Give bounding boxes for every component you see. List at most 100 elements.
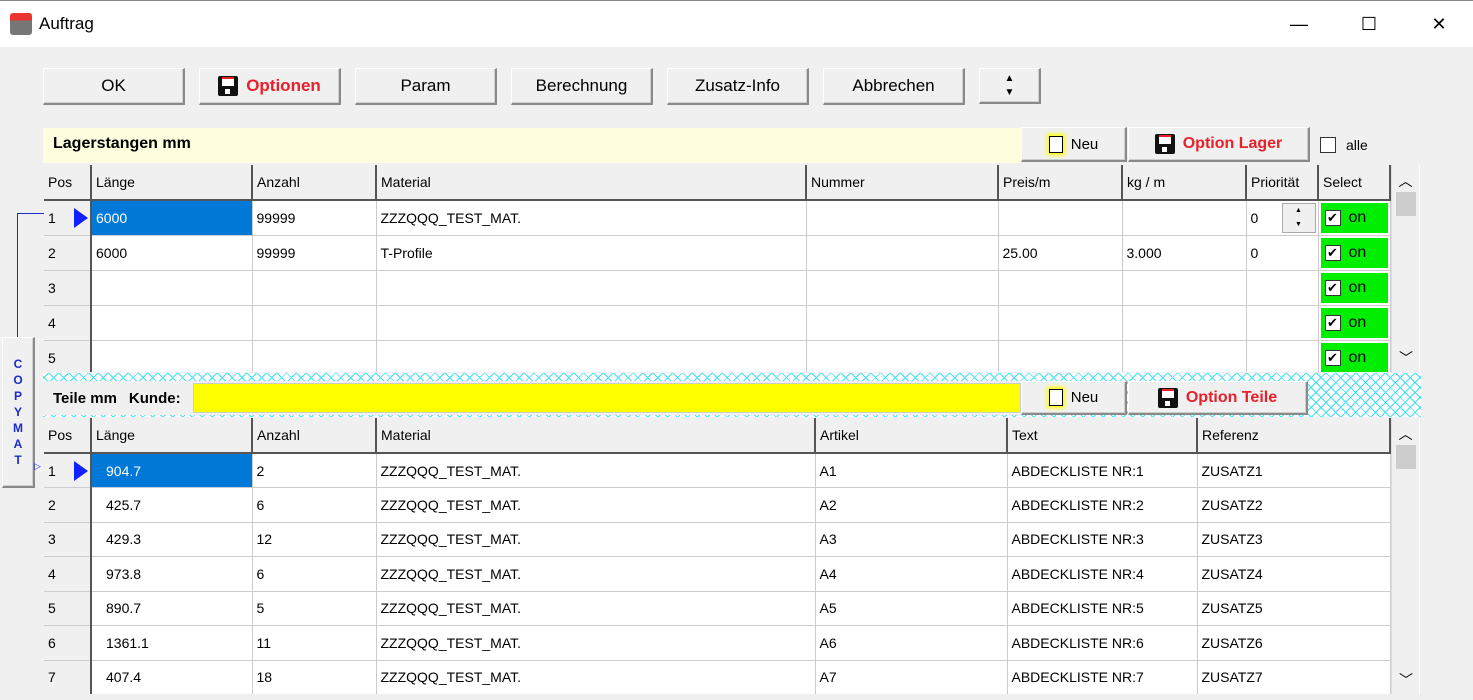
table-cell[interactable] bbox=[252, 270, 377, 306]
table-cell[interactable]: 904.7 bbox=[91, 453, 253, 488]
table-row[interactable]: 7 407.4 18 ZZZQQQ_TEST_MAT. A7 ABDECKLISTE NR… bbox=[44, 660, 1391, 694]
table-cell[interactable] bbox=[1122, 340, 1247, 372]
teile-neu-button[interactable]: Neu bbox=[1021, 381, 1127, 415]
select-checkbox[interactable]: ✔ bbox=[1324, 280, 1341, 296]
table-cell[interactable] bbox=[376, 305, 807, 341]
table-cell[interactable]: ABDECKLISTE NR:6 bbox=[1007, 625, 1198, 661]
table-cell[interactable] bbox=[91, 305, 253, 341]
table-cell[interactable]: ABDECKLISTE NR:3 bbox=[1007, 522, 1198, 557]
column-header[interactable]: Referenz bbox=[1197, 418, 1391, 454]
column-header[interactable]: Pos bbox=[44, 418, 92, 454]
zusatz-info-button[interactable]: Zusatz-Info bbox=[667, 68, 809, 105]
select-checkbox[interactable]: ✔ bbox=[1324, 245, 1341, 261]
table-row[interactable]: 1 904.7 2 ZZZQQQ_TEST_MAT. A1 ABDECKLISTE NR:… bbox=[44, 453, 1391, 488]
select-toggle[interactable]: ✔ on bbox=[1320, 238, 1388, 268]
table-cell[interactable]: ZZZQQQ_TEST_MAT. bbox=[376, 453, 816, 488]
table-cell[interactable]: A4 bbox=[815, 556, 1008, 592]
scroll-up-icon[interactable]: ︿ bbox=[1398, 426, 1413, 442]
table-cell[interactable]: ZUSATZ7 bbox=[1197, 660, 1391, 694]
table-cell[interactable] bbox=[998, 200, 1123, 236]
table-cell[interactable]: 2 bbox=[252, 453, 377, 488]
column-header[interactable]: Material bbox=[376, 165, 807, 201]
column-header[interactable]: Länge bbox=[91, 165, 253, 201]
optionen-button[interactable]: Optionen bbox=[199, 68, 341, 105]
table-cell[interactable]: ZUSATZ3 bbox=[1197, 522, 1391, 557]
scroll-thumb[interactable] bbox=[1396, 192, 1416, 216]
table-cell[interactable]: 99999 bbox=[252, 235, 377, 271]
scroll-thumb[interactable] bbox=[1396, 445, 1416, 469]
table-cell[interactable]: A6 bbox=[815, 625, 1008, 661]
table-row[interactable]: 2 425.7 6 ZZZQQQ_TEST_MAT. A2 ABDECKLISTE NR:… bbox=[44, 487, 1391, 523]
table-cell[interactable]: 6 bbox=[252, 487, 377, 523]
table-cell[interactable] bbox=[91, 340, 253, 372]
table-cell[interactable]: ZZZQQQ_TEST_MAT. bbox=[376, 556, 816, 592]
table-cell[interactable]: 0 ▲ ▼ bbox=[1246, 200, 1319, 236]
column-header[interactable]: Artikel bbox=[815, 418, 1008, 454]
table-cell[interactable] bbox=[998, 305, 1123, 341]
scroll-down-icon[interactable]: ﹀ bbox=[1399, 672, 1413, 688]
table-cell[interactable]: 407.4 bbox=[91, 660, 253, 694]
table-cell[interactable] bbox=[252, 305, 377, 341]
select-checkbox[interactable]: ✔ bbox=[1324, 350, 1341, 366]
table-row[interactable]: 4 973.8 6 ZZZQQQ_TEST_MAT. A4 ABDECKLISTE NR:… bbox=[44, 556, 1391, 592]
table-cell[interactable]: A2 bbox=[815, 487, 1008, 523]
column-header[interactable]: Text bbox=[1007, 418, 1198, 454]
table-cell[interactable]: ABDECKLISTE NR:1 bbox=[1007, 453, 1198, 488]
table-cell[interactable]: ZUSATZ2 bbox=[1197, 487, 1391, 523]
table-row[interactable]: 6 1361.1 11 ZZZQQQ_TEST_MAT. A6 ABDECKLISTE N… bbox=[44, 625, 1391, 661]
column-header[interactable]: Länge bbox=[91, 418, 253, 454]
table-cell[interactable]: ZUSATZ5 bbox=[1197, 591, 1391, 626]
table-cell[interactable] bbox=[1246, 340, 1319, 372]
lager-scrollbar[interactable]: ︿ ﹀ bbox=[1391, 165, 1419, 372]
select-toggle[interactable]: ✔ on bbox=[1320, 203, 1388, 233]
table-cell[interactable] bbox=[376, 340, 807, 372]
select-cell[interactable]: ✔ on bbox=[1318, 235, 1391, 271]
table-cell[interactable] bbox=[1122, 200, 1247, 236]
table-cell[interactable]: ZZZQQQ_TEST_MAT. bbox=[376, 522, 816, 557]
table-cell[interactable]: ABDECKLISTE NR:4 bbox=[1007, 556, 1198, 592]
table-cell[interactable] bbox=[1122, 305, 1247, 341]
column-header[interactable]: Material bbox=[376, 418, 816, 454]
table-cell[interactable] bbox=[376, 270, 807, 306]
table-cell[interactable]: 973.8 bbox=[91, 556, 253, 592]
table-cell[interactable] bbox=[806, 305, 999, 341]
table-cell[interactable]: A7 bbox=[815, 660, 1008, 694]
select-checkbox[interactable]: ✔ bbox=[1324, 210, 1341, 226]
table-cell[interactable]: ABDECKLISTE NR:5 bbox=[1007, 591, 1198, 626]
table-cell[interactable] bbox=[998, 340, 1123, 372]
table-cell[interactable] bbox=[1246, 270, 1319, 306]
priority-spinner[interactable]: ▲ ▼ bbox=[1281, 203, 1316, 233]
table-cell[interactable]: 6000 bbox=[91, 235, 253, 271]
close-button[interactable]: ✕ bbox=[1431, 14, 1447, 34]
column-header[interactable]: Nummer bbox=[806, 165, 999, 201]
table-row[interactable]: 5 890.7 5 ZZZQQQ_TEST_MAT. A5 ABDECKLISTE NR:… bbox=[44, 591, 1391, 626]
table-cell[interactable]: 425.7 bbox=[91, 487, 253, 523]
teile-scrollbar[interactable]: ︿ ﹀ bbox=[1391, 418, 1419, 694]
table-cell[interactable]: 890.7 bbox=[91, 591, 253, 626]
table-cell[interactable]: ZZZQQQ_TEST_MAT. bbox=[376, 625, 816, 661]
table-row[interactable]: 5 ✔ on bbox=[44, 340, 1391, 372]
table-cell[interactable]: ZUSATZ4 bbox=[1197, 556, 1391, 592]
table-cell[interactable]: ZZZQQQ_TEST_MAT. bbox=[376, 200, 807, 236]
table-cell[interactable]: 18 bbox=[252, 660, 377, 694]
table-cell[interactable] bbox=[252, 340, 377, 372]
table-cell[interactable] bbox=[806, 200, 999, 236]
table-cell[interactable]: 429.3 bbox=[91, 522, 253, 557]
select-cell[interactable]: ✔ on bbox=[1318, 200, 1391, 236]
table-cell[interactable]: 25.00 bbox=[998, 235, 1123, 271]
spinner-button[interactable]: ▲ ▼ bbox=[979, 68, 1041, 104]
table-cell[interactable]: 99999 bbox=[252, 200, 377, 236]
kunde-input[interactable] bbox=[192, 383, 1021, 413]
table-cell[interactable]: A1 bbox=[815, 453, 1008, 488]
lager-neu-button[interactable]: Neu bbox=[1021, 127, 1127, 162]
table-cell[interactable]: ZUSATZ6 bbox=[1197, 625, 1391, 661]
table-cell[interactable]: A3 bbox=[815, 522, 1008, 557]
berechnung-button[interactable]: Berechnung bbox=[511, 68, 653, 105]
table-cell[interactable]: 11 bbox=[252, 625, 377, 661]
column-header[interactable]: Anzahl bbox=[252, 418, 377, 454]
table-cell[interactable]: ZZZQQQ_TEST_MAT. bbox=[376, 591, 816, 626]
table-cell[interactable] bbox=[806, 340, 999, 372]
column-header[interactable]: Pos bbox=[44, 165, 92, 201]
table-cell[interactable] bbox=[806, 270, 999, 306]
